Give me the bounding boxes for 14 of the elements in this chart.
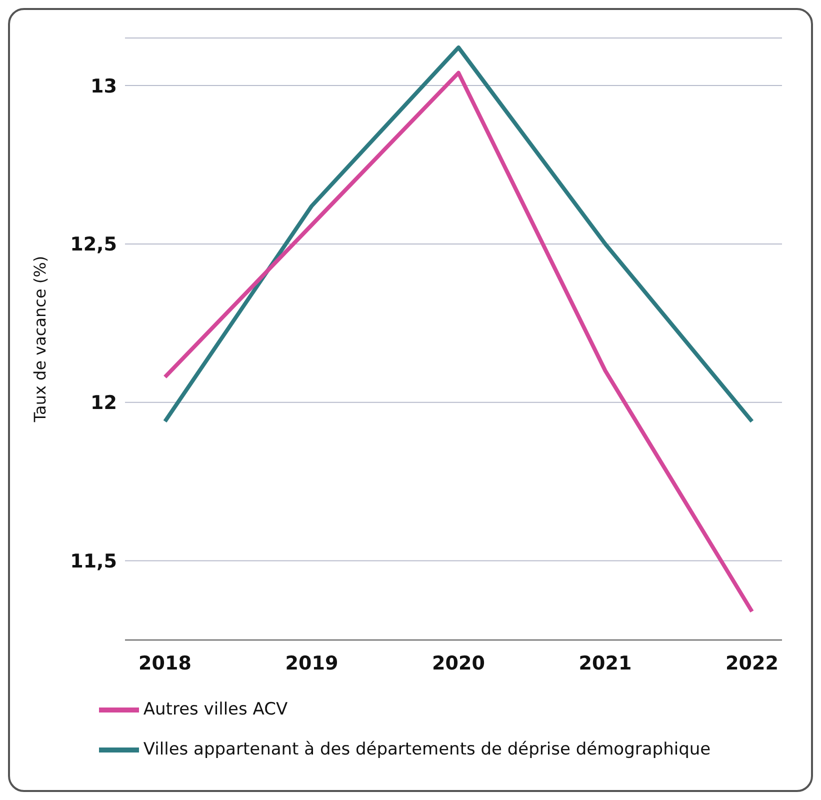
legend-label: Villes appartenant à des départements de déprise démographique [143, 740, 711, 760]
y-tick-label: 13 [90, 75, 117, 98]
x-tick-label: 2020 [432, 652, 485, 674]
y-tick-label: 12 [90, 392, 117, 414]
y-axis-title: Taux de vacance (%) [30, 256, 50, 424]
y-tick-label: 11,5 [70, 550, 117, 573]
x-tick-label: 2019 [285, 652, 338, 674]
x-tick-label: 2018 [138, 652, 192, 674]
x-tick-label: 2021 [578, 652, 632, 674]
legend-label: Autres villes ACV [143, 700, 288, 720]
x-tick-label: 2022 [726, 652, 778, 674]
line-series [163, 46, 754, 424]
line-series [163, 70, 754, 614]
y-tick-label: 12,5 [70, 234, 117, 256]
